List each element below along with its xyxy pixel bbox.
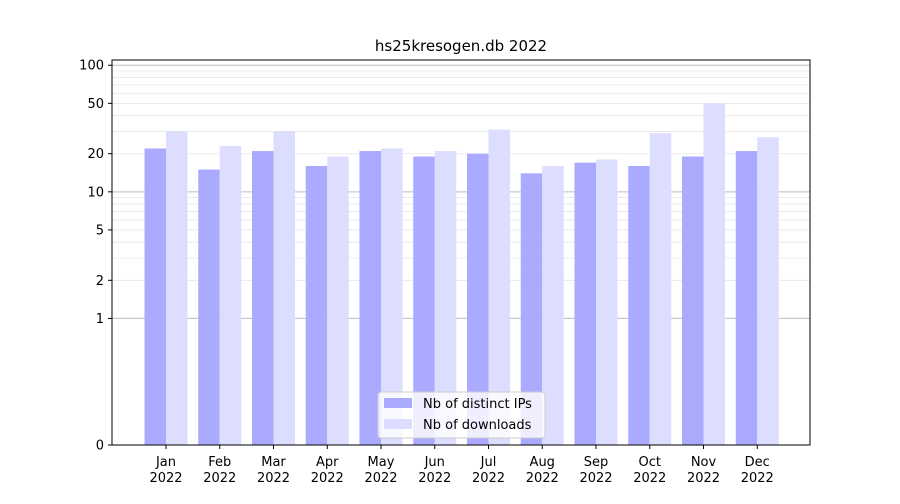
bar-distinct-ips-6 <box>467 153 489 446</box>
bar-distinct-ips-2 <box>252 151 274 445</box>
bar-distinct-ips-10 <box>682 156 704 446</box>
bar-distinct-ips-4 <box>359 151 381 445</box>
bar-downloads-9 <box>649 133 672 445</box>
legend-swatch <box>384 419 412 429</box>
plot-area-frame <box>111 59 811 446</box>
x-tick-label: May 2022 <box>364 455 397 486</box>
bar-distinct-ips-1 <box>198 169 220 445</box>
bar-downloads-2 <box>273 131 295 445</box>
y-tick-label: 100 <box>79 59 104 74</box>
x-tick-label: Dec 2022 <box>741 455 774 486</box>
bar-downloads-5 <box>434 151 457 445</box>
x-tick-label: Sep 2022 <box>579 455 612 486</box>
bar-distinct-ips-7 <box>520 173 543 445</box>
chart-title: hs25kresogen.db 2022 <box>375 37 547 55</box>
bar-downloads-3 <box>327 156 349 446</box>
y-tick-label: 1 <box>96 312 104 327</box>
bar-distinct-ips-9 <box>628 165 650 446</box>
y-tick-label: 50 <box>87 97 104 112</box>
x-tick-label: Nov 2022 <box>687 455 720 486</box>
y-axis: 0 1 2 5 10 20 50 100 <box>79 59 112 454</box>
x-tick-label: Apr 2022 <box>311 455 344 486</box>
x-tick-label: Oct 2022 <box>633 455 666 486</box>
y-tick-label: 10 <box>87 185 104 200</box>
x-tick-label: Jun 2022 <box>418 455 451 486</box>
y-tick-label: 0 <box>96 439 104 454</box>
bar-downloads-7 <box>542 165 564 446</box>
legend-swatch <box>384 398 412 408</box>
bar-distinct-ips-5 <box>413 156 435 446</box>
legend-box <box>377 391 546 439</box>
x-tick-label: Mar 2022 <box>257 455 290 486</box>
bar-distinct-ips-8 <box>574 162 596 445</box>
bar-downloads-0 <box>166 131 188 445</box>
bar-distinct-ips-3 <box>305 165 328 446</box>
x-tick-label: Feb 2022 <box>203 455 236 486</box>
x-axis: Jan 2022 Feb 2022 Mar 2022 Apr 2022 May 2022 Jun 20… <box>149 445 774 486</box>
bar-downloads-1 <box>219 146 242 445</box>
bar-downloads-6 <box>488 129 510 445</box>
bars <box>144 103 779 446</box>
bar-downloads-11 <box>757 137 779 446</box>
bar-distinct-ips-11 <box>735 151 758 445</box>
legend-label: Nb of distinct IPs <box>423 397 532 412</box>
y-tick-label: 2 <box>96 274 104 289</box>
bar-downloads-8 <box>596 159 618 445</box>
legend: Nb of distinct IPs Nb of downloads <box>377 391 546 439</box>
legend-label: Nb of downloads <box>423 418 532 433</box>
x-tick-label: Aug 2022 <box>526 455 559 486</box>
x-tick-label: Jul 2022 <box>472 455 505 486</box>
y-tick-label: 20 <box>87 147 104 162</box>
y-tick-label: 5 <box>96 223 104 238</box>
x-tick-label: Jan 2022 <box>149 455 182 486</box>
bar-downloads-10 <box>703 103 725 445</box>
bar-downloads-4 <box>381 148 403 445</box>
bar-distinct-ips-0 <box>144 148 166 445</box>
